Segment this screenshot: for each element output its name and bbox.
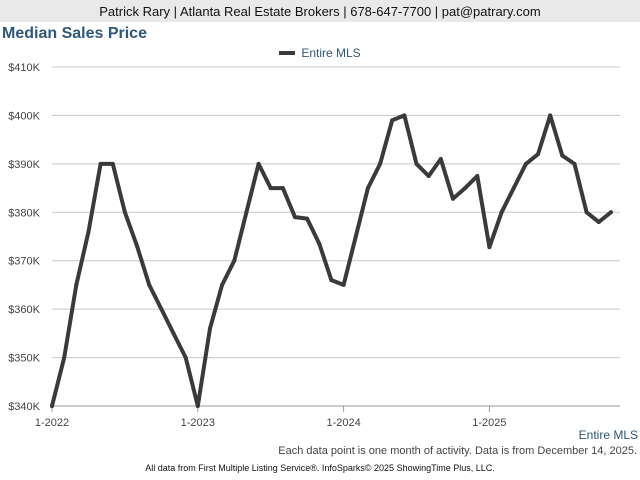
data-point: [536, 152, 540, 157]
data-point: [98, 161, 103, 166]
data-point: [329, 278, 334, 283]
data-point: [365, 186, 370, 191]
data-point: [110, 161, 115, 166]
data-point: [244, 210, 249, 215]
data-point: [293, 215, 297, 220]
legend-label: Entire MLS: [301, 46, 361, 60]
data-note: Each data point is one month of activity…: [278, 445, 637, 457]
chart-title: Median Sales Price: [2, 25, 147, 42]
data-point: [195, 404, 200, 408]
legend-swatch: [279, 51, 296, 55]
data-point: [475, 173, 480, 178]
x-tick-label: 1-2025: [472, 417, 506, 429]
data-point: [487, 245, 492, 250]
data-point: [171, 331, 176, 336]
y-tick-label: $360K: [8, 304, 40, 316]
data-point: [523, 161, 528, 166]
data-point: [232, 258, 237, 263]
y-tick-label: $350K: [8, 353, 40, 365]
contact-banner: Patrick Rary | Atlanta Real Estate Broke…: [0, 0, 640, 22]
data-point: [560, 153, 565, 158]
data-point: [122, 210, 127, 215]
series-footer-label: Entire MLS: [578, 428, 638, 442]
data-point: [584, 210, 589, 215]
data-point: [438, 157, 443, 162]
y-tick-label: $390K: [8, 159, 40, 171]
data-point: [135, 244, 140, 249]
data-point: [256, 161, 261, 166]
axis-layer: $340K $350K $360K $370K $380K $390K $400K $410K…: [8, 62, 506, 429]
series-layer: [50, 113, 613, 408]
data-point: [50, 404, 54, 408]
data-point: [74, 282, 79, 287]
grid-layer: [52, 66, 620, 407]
data-point: [341, 282, 346, 287]
x-tick-label: 1-2022: [35, 417, 69, 429]
data-point: [463, 186, 468, 191]
y-tick-label: $410K: [8, 62, 40, 74]
data-point: [572, 161, 577, 166]
data-point: [390, 118, 395, 123]
data-point: [183, 355, 188, 360]
data-point: [353, 234, 358, 239]
data-point: [378, 161, 383, 166]
data-point: [511, 186, 516, 191]
data-point: [147, 282, 152, 287]
y-tick-label: $380K: [8, 207, 40, 219]
data-point: [414, 161, 419, 166]
data-point: [426, 173, 431, 178]
data-point: [280, 186, 285, 191]
source-note: All data from First Multiple Listing Ser…: [145, 463, 495, 473]
data-point: [62, 355, 67, 360]
chart-legend: Entire MLS: [0, 46, 640, 60]
data-point: [608, 210, 613, 215]
y-tick-label: $400K: [8, 110, 40, 122]
x-tick-label: 1-2023: [181, 417, 215, 429]
data-point: [86, 229, 91, 234]
data-point: [402, 113, 407, 118]
y-tick-label: $370K: [8, 256, 40, 268]
data-point: [548, 113, 553, 118]
data-point: [596, 219, 601, 224]
data-point: [317, 241, 322, 246]
data-point: [450, 196, 455, 201]
data-point: [305, 216, 310, 221]
data-point: [220, 282, 225, 287]
y-tick-label: $340K: [8, 401, 40, 413]
data-point: [159, 307, 164, 312]
data-point: [268, 186, 273, 191]
data-point: [499, 210, 504, 215]
data-point: [207, 326, 212, 331]
contact-line: Patrick Rary | Atlanta Real Estate Broke…: [99, 3, 541, 19]
x-tick-label: 1-2024: [326, 417, 360, 429]
